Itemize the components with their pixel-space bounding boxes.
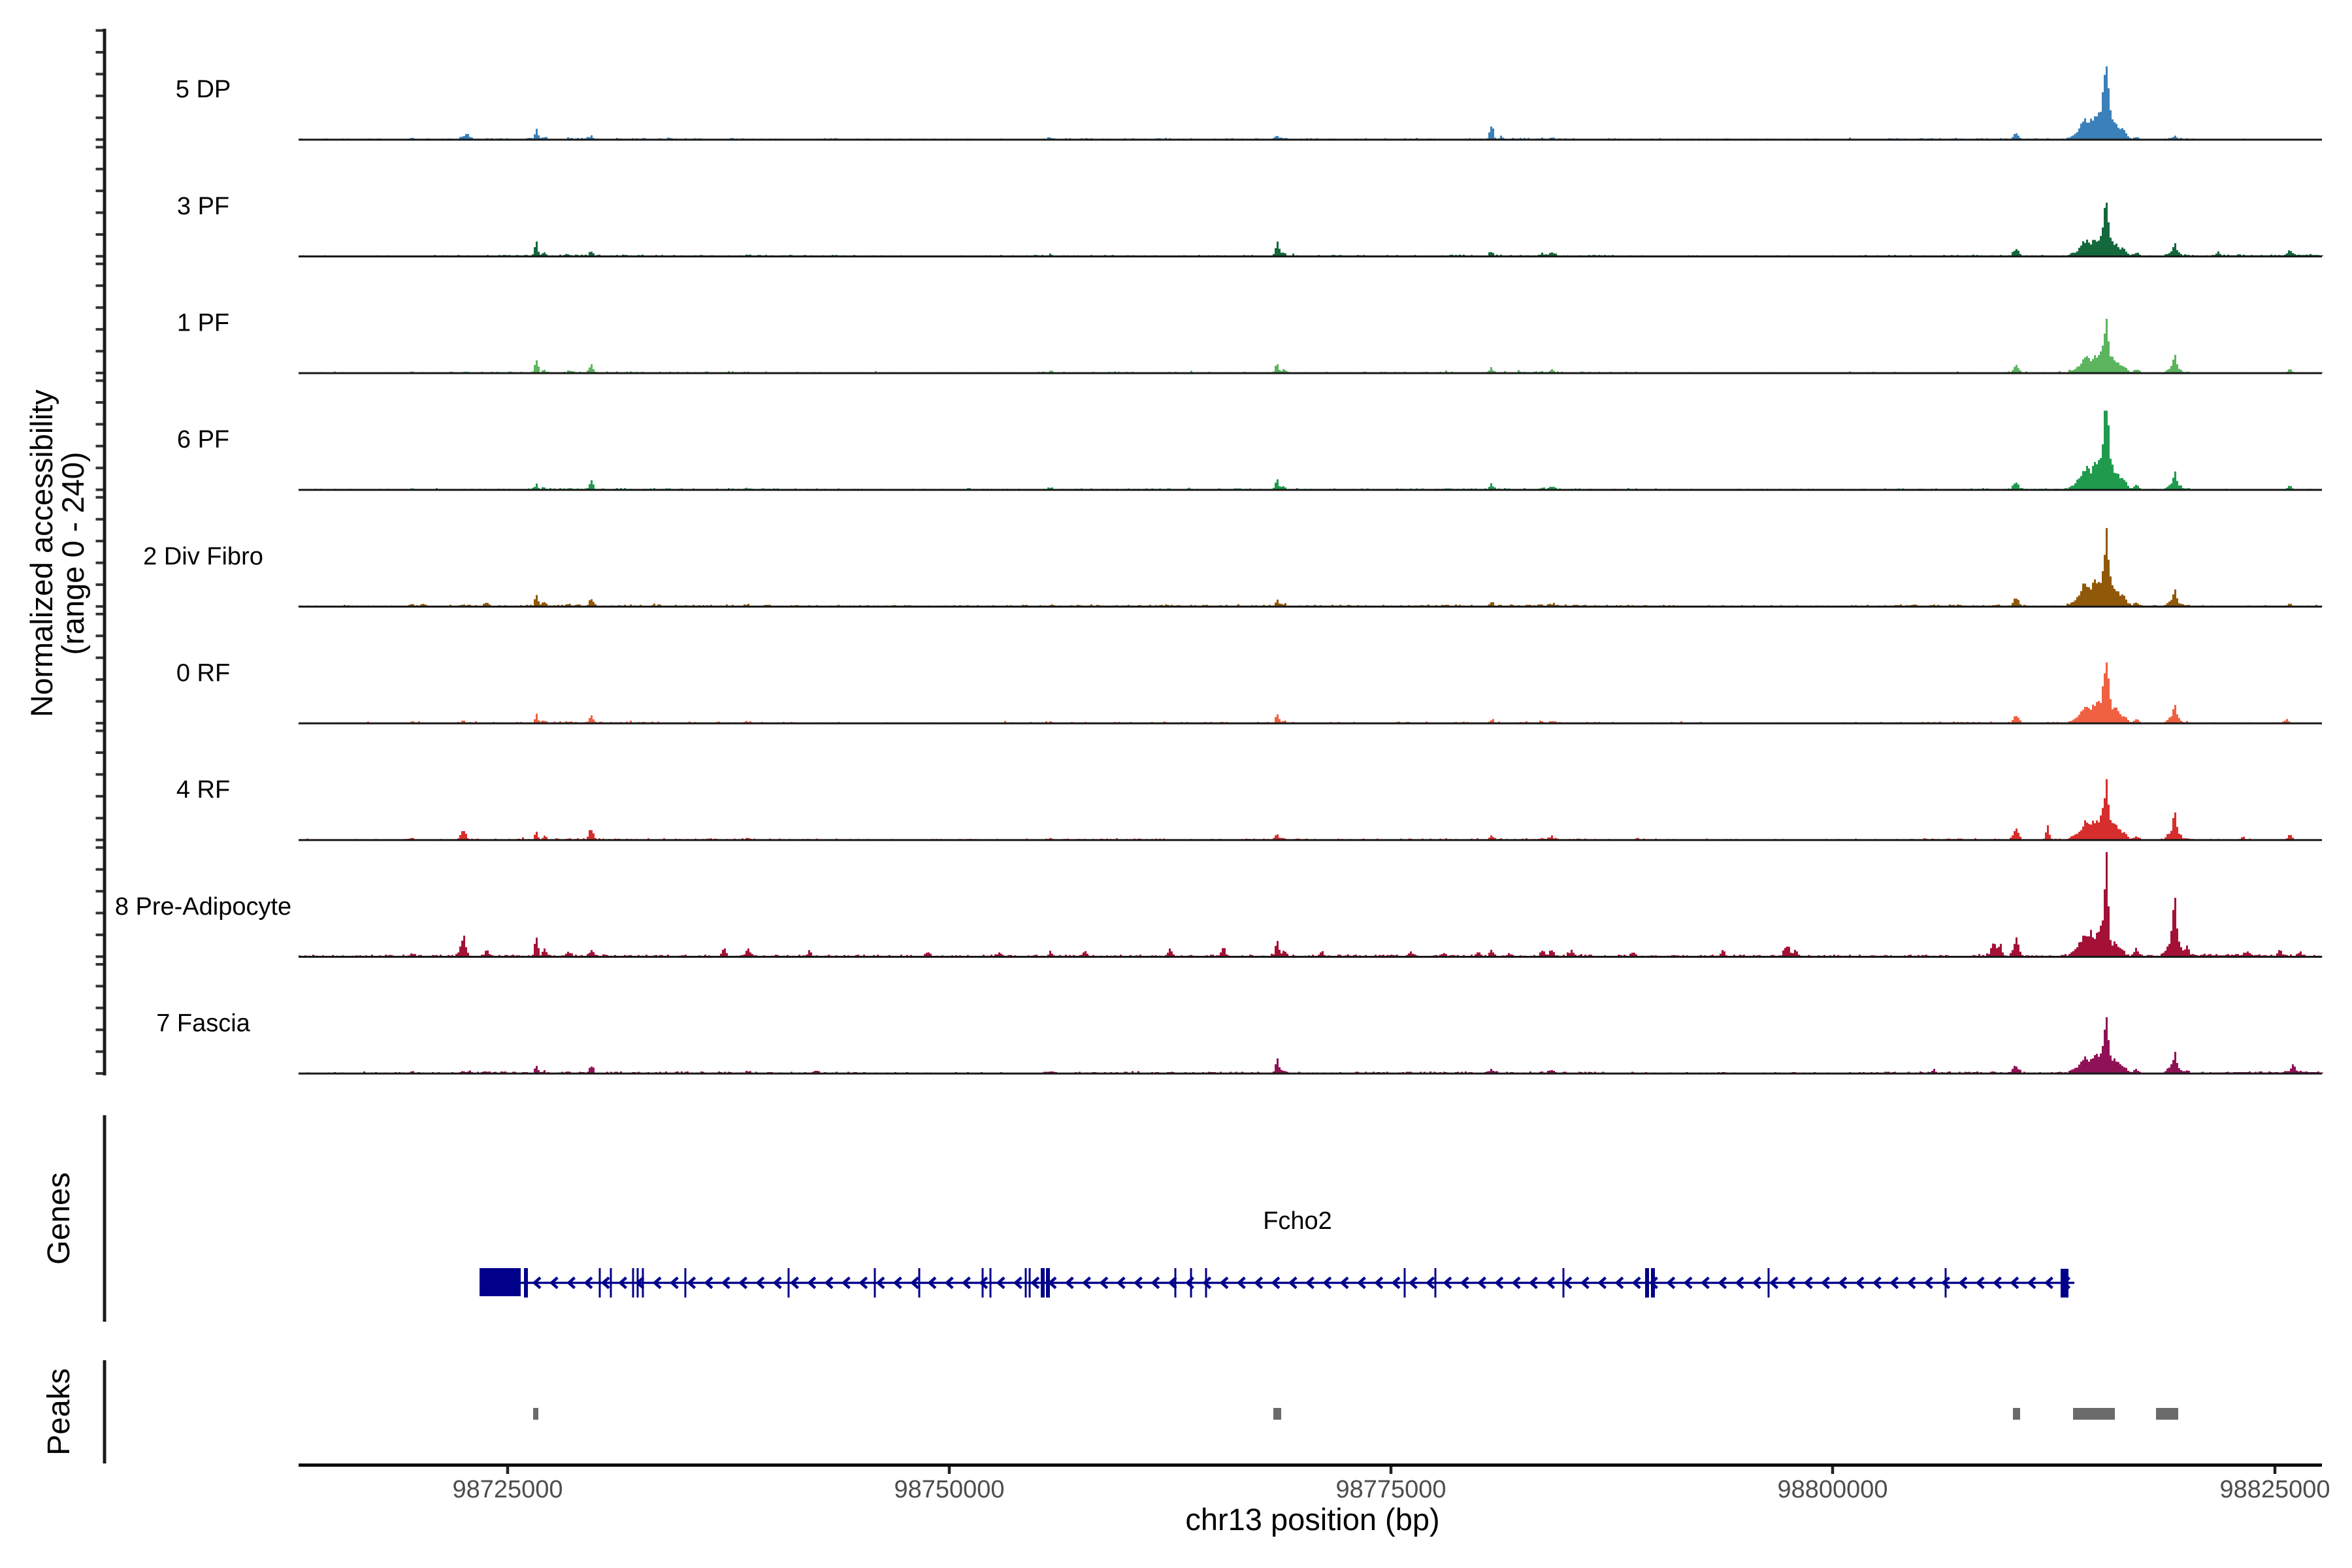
svg-text:chr13 position (bp): chr13 position (bp): [1185, 1502, 1439, 1537]
svg-text:Genes: Genes: [42, 1172, 76, 1264]
svg-text:1 PF: 1 PF: [177, 309, 229, 336]
svg-text:0 RF: 0 RF: [176, 659, 230, 687]
svg-text:3 PF: 3 PF: [177, 193, 229, 220]
svg-text:7 Fascia: 7 Fascia: [156, 1009, 250, 1037]
svg-text:4 RF: 4 RF: [176, 776, 230, 804]
svg-text:5 DP: 5 DP: [176, 76, 231, 103]
svg-text:Peaks: Peaks: [42, 1368, 76, 1455]
svg-text:2 Div Fibro: 2 Div Fibro: [143, 543, 263, 570]
svg-text:(range 0 - 240): (range 0 - 240): [56, 452, 90, 655]
svg-text:8 Pre-Adipocyte: 8 Pre-Adipocyte: [115, 893, 291, 921]
svg-text:98725000: 98725000: [452, 1476, 563, 1503]
svg-text:Normalized accessibility: Normalized accessibility: [24, 389, 59, 717]
svg-text:98800000: 98800000: [1777, 1476, 1887, 1503]
svg-text:6 PF: 6 PF: [177, 426, 229, 453]
svg-text:Fcho2: Fcho2: [1263, 1207, 1332, 1235]
svg-text:98825000: 98825000: [2219, 1476, 2330, 1503]
svg-text:98775000: 98775000: [1335, 1476, 1446, 1503]
svg-text:98750000: 98750000: [894, 1476, 1004, 1503]
